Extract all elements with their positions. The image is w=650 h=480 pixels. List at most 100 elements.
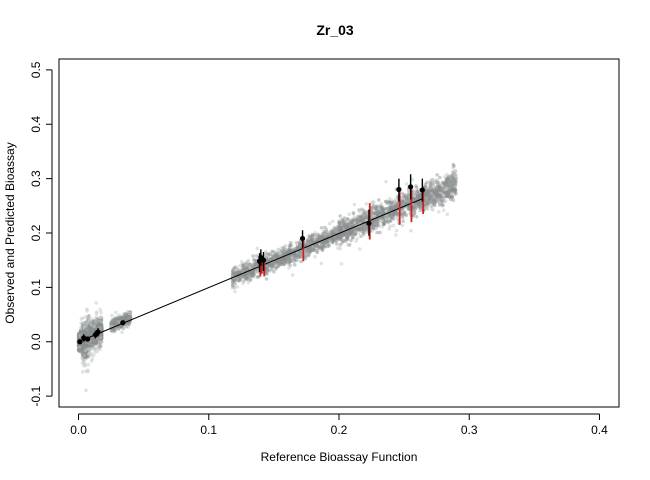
prediction-point (370, 200, 375, 204)
prediction-point (449, 188, 454, 193)
prediction-point (84, 315, 88, 319)
prediction-point (84, 388, 88, 393)
prediction-point (81, 352, 85, 356)
prediction-point (244, 276, 249, 281)
prediction-point (94, 310, 99, 314)
prediction-point (446, 190, 450, 195)
prediction-point (384, 219, 389, 223)
prediction-point (438, 175, 442, 180)
prediction-point (347, 243, 352, 247)
chart-title: Zr_03 (316, 22, 354, 38)
prediction-point (82, 342, 87, 346)
prediction-point (233, 265, 237, 270)
prediction-point (334, 226, 338, 231)
prediction-point (388, 224, 392, 228)
prediction-point (263, 252, 268, 257)
prediction-point (415, 196, 419, 201)
prediction-point (295, 258, 300, 263)
prediction-point (87, 333, 92, 337)
prediction-point (444, 194, 448, 199)
prediction-point (330, 219, 335, 224)
prediction-point (98, 307, 103, 312)
prediction-point (437, 210, 441, 214)
prediction-point (426, 205, 430, 209)
prediction-point (92, 324, 96, 329)
prediction-point (80, 321, 85, 325)
y-tick-label: 0.3 (29, 170, 43, 187)
prediction-point (85, 370, 90, 374)
observed-point (120, 320, 126, 326)
prediction-point (94, 301, 98, 305)
prediction-point (434, 199, 438, 204)
prediction-point (452, 178, 456, 182)
prediction-point (356, 217, 360, 222)
prediction-point (406, 194, 411, 198)
prediction-point (391, 223, 396, 228)
prediction-point (305, 250, 309, 254)
prediction-point (99, 310, 103, 315)
prediction-point (94, 315, 98, 319)
prediction-point (338, 243, 343, 247)
prediction-point (451, 162, 456, 167)
prediction-point (86, 362, 91, 367)
prediction-point (276, 247, 280, 252)
prediction-point (249, 263, 254, 268)
prediction-point (445, 180, 450, 184)
prediction-point (338, 214, 343, 218)
prediction-point (404, 200, 408, 205)
prediction-point (87, 314, 91, 318)
prediction-point (89, 353, 94, 358)
prediction-point (386, 206, 390, 210)
prediction-point (110, 313, 114, 318)
prediction-point (82, 344, 86, 348)
prediction-point (255, 246, 260, 251)
prediction-point (362, 228, 367, 232)
prediction-point (298, 250, 303, 254)
prediction-point (307, 234, 312, 238)
prediction-point (429, 178, 434, 182)
prediction-point (335, 242, 339, 246)
observed-point (95, 329, 101, 335)
x-axis: 0.0 0.1 0.2 0.3 0.4 (70, 413, 608, 437)
prediction-point (95, 317, 100, 322)
prediction-point (274, 263, 278, 267)
prediction-point (413, 204, 417, 208)
observed-point (260, 257, 267, 263)
prediction-point (403, 212, 407, 217)
prediction-point (394, 233, 398, 237)
prediction-point (264, 277, 269, 281)
prediction-point (252, 272, 256, 277)
prediction-point (84, 355, 89, 360)
prediction-point (83, 331, 88, 335)
prediction-point (428, 194, 433, 199)
prediction-point (409, 228, 413, 233)
prediction-point (440, 180, 445, 185)
prediction-point (425, 180, 429, 185)
prediction-point (254, 254, 259, 258)
prediction-point (82, 347, 86, 352)
prediction-point (394, 228, 399, 233)
observed-point (299, 235, 306, 242)
prediction-point (327, 243, 331, 247)
prediction-point (358, 214, 363, 218)
x-tick-label: 0.1 (200, 423, 217, 437)
prediction-point (81, 353, 86, 358)
prediction-point (415, 185, 419, 190)
prediction-point (82, 329, 87, 334)
prediction-point (356, 231, 361, 235)
prediction-point (113, 310, 118, 315)
prediction-point (404, 182, 409, 186)
prediction-point (248, 278, 253, 282)
prediction-point (387, 200, 392, 204)
prediction-point (319, 261, 324, 266)
prediction-point (358, 209, 362, 214)
prediction-point (83, 344, 88, 348)
prediction-point (310, 233, 315, 238)
x-tick-label: 0.4 (591, 423, 608, 437)
prediction-point (265, 269, 269, 274)
prediction-point (93, 342, 98, 347)
prediction-point (82, 341, 87, 345)
prediction-point (339, 262, 344, 266)
prediction-point (83, 329, 87, 334)
prediction-point (327, 221, 332, 226)
